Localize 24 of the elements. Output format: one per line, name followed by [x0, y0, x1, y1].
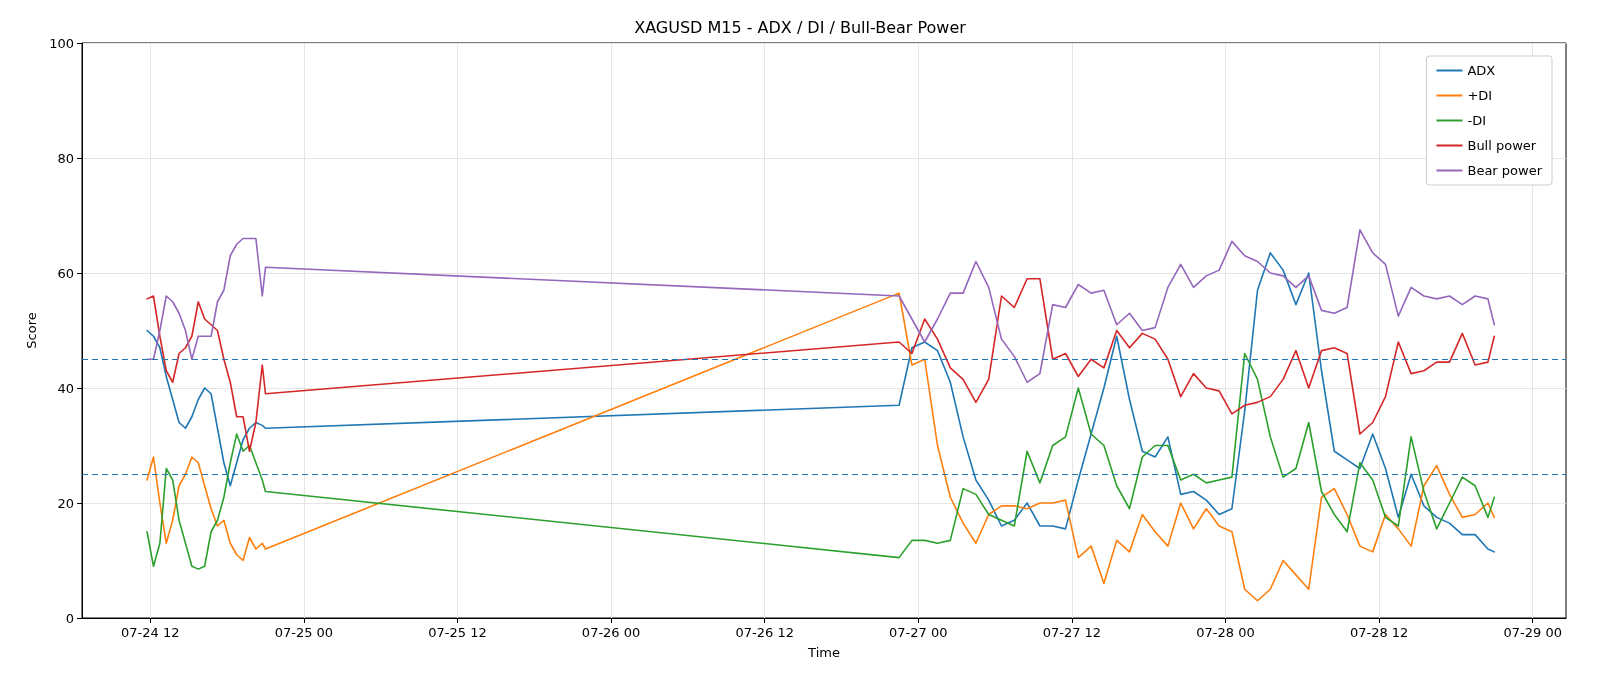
x-tick-label: 07-26 12 — [735, 625, 794, 640]
y-tick-label: 40 — [57, 380, 74, 396]
x-tick-label: 07-29 00 — [1503, 625, 1562, 640]
x-tick-label: 07-27 00 — [889, 625, 948, 640]
legend-label: Bear power — [1467, 163, 1543, 178]
x-tick-label: 07-25 12 — [428, 625, 487, 640]
x-tick-label: 07-26 00 — [581, 625, 641, 640]
legend-label: -DI — [1467, 113, 1487, 128]
y-tick-label: 60 — [57, 265, 74, 281]
y-tick-label: 20 — [57, 495, 74, 511]
legend-label: Bull power — [1467, 138, 1537, 153]
x-tick-label: 07-25 00 — [274, 625, 334, 640]
x-tick-label: 07-27 12 — [1042, 625, 1102, 640]
legend-label: +DI — [1467, 88, 1493, 103]
y-axis-title: Score — [24, 312, 39, 349]
y-tick-label: 100 — [49, 35, 74, 51]
x-tick-label: 07-24 12 — [121, 625, 180, 640]
chart-title: XAGUSD M15 - ADX / DI / Bull-Bear Power — [634, 17, 967, 37]
y-tick-label: 0 — [65, 610, 74, 626]
x-tick-label: 07-28 12 — [1349, 625, 1409, 640]
x-tick-label: 07-28 00 — [1196, 625, 1255, 640]
legend-label: ADX — [1467, 63, 1496, 78]
x-axis-title: Time — [807, 645, 840, 660]
y-tick-label: 80 — [57, 150, 74, 166]
